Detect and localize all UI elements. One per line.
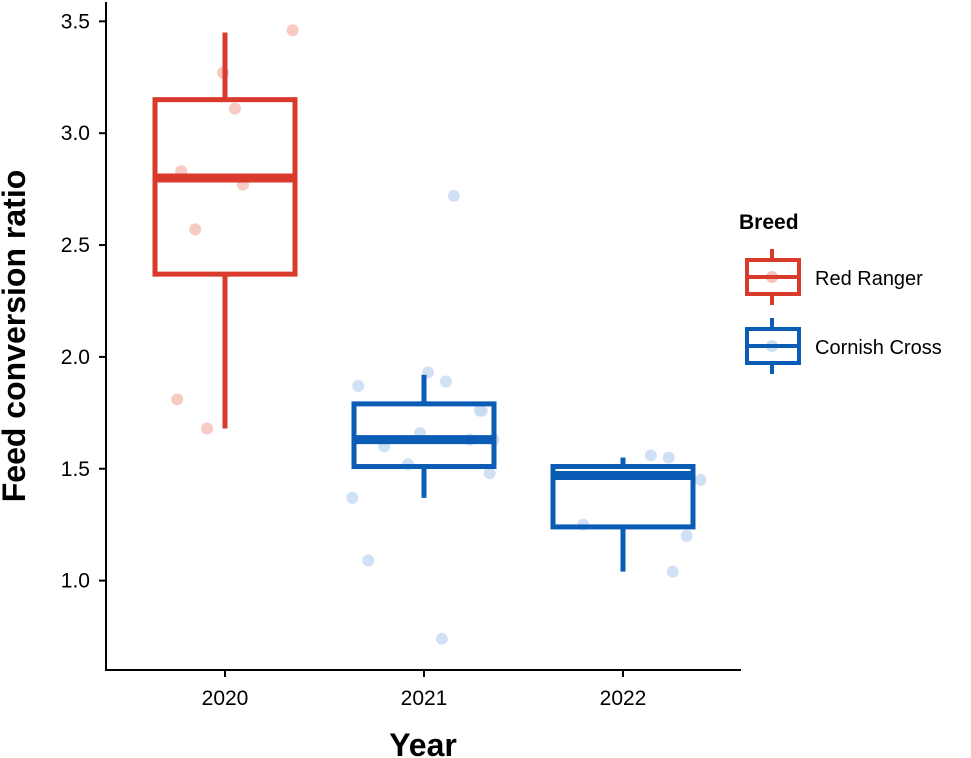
box-plot-2020 <box>152 32 298 429</box>
data-point <box>171 393 184 406</box>
y-axis-ticks: 1.0 1.5 2.0 2.5 3.0 3.5 <box>61 10 106 593</box>
data-point <box>228 102 241 115</box>
legend-key-cornish-cross <box>745 318 801 374</box>
x-tick-label: 2022 <box>600 687 647 710</box>
legend-label-red-ranger: Red Ranger <box>815 268 923 290</box>
legend-keys <box>745 249 801 374</box>
data-point <box>201 422 214 435</box>
y-tick-label: 1.0 <box>61 570 90 593</box>
x-tick-label: 2021 <box>401 687 448 710</box>
box-plot-2022 <box>550 457 696 572</box>
box-plot-2021 <box>351 374 497 498</box>
box-iqr <box>152 97 298 277</box>
y-tick-label: 3.5 <box>61 10 90 33</box>
legend-title: Breed <box>739 211 799 234</box>
data-point <box>447 189 460 202</box>
data-point <box>362 554 375 567</box>
data-point <box>439 375 452 388</box>
box-plots <box>152 32 696 572</box>
data-point <box>286 24 299 37</box>
x-axis-ticks: 2020 2021 2022 <box>202 670 647 710</box>
data-point <box>680 529 693 542</box>
data-point <box>346 491 359 504</box>
data-point <box>644 449 657 462</box>
data-point <box>662 451 675 464</box>
y-axis-title: Feed conversion ratio <box>0 170 32 503</box>
data-point <box>435 632 448 645</box>
y-tick-label: 1.5 <box>61 458 90 481</box>
data-point <box>483 467 496 480</box>
y-tick-label: 2.0 <box>61 346 90 369</box>
x-axis-title: Year <box>389 727 457 758</box>
legend-key-red-ranger <box>745 249 801 305</box>
data-point <box>189 223 202 236</box>
data-point <box>475 404 488 417</box>
data-point <box>352 379 365 392</box>
legend: Breed Red Ranger Cornish Cross <box>739 211 942 374</box>
legend-label-cornish-cross: Cornish Cross <box>815 337 942 359</box>
data-points <box>171 24 707 645</box>
data-point <box>666 565 679 578</box>
y-tick-label: 2.5 <box>61 234 90 257</box>
box-iqr <box>550 464 696 530</box>
data-point <box>694 473 707 486</box>
x-tick-label: 2020 <box>202 687 249 710</box>
y-tick-label: 3.0 <box>61 122 90 145</box>
